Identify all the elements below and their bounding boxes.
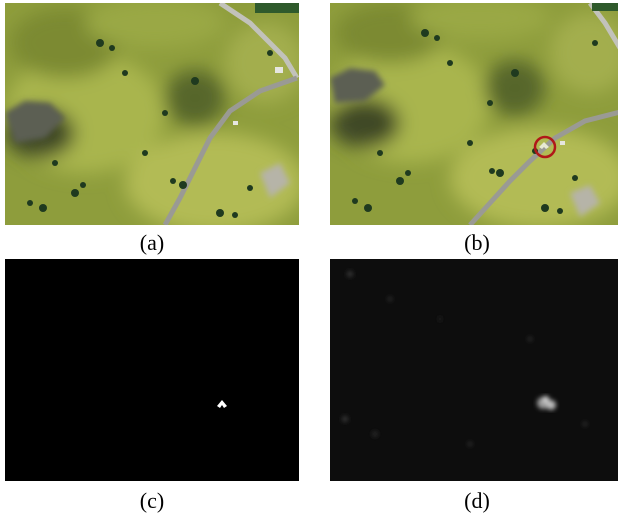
response-scene-d (330, 259, 618, 481)
mask-blob (217, 400, 227, 408)
caption-a: (a) (139, 230, 165, 255)
caption-d: (d) (464, 488, 490, 513)
caption-c: (c) (139, 488, 165, 513)
mask-scene-c (5, 259, 299, 481)
response-peak (537, 396, 556, 410)
aerial-image-b (330, 3, 618, 225)
detected-object (539, 142, 549, 149)
detection-marker-ring (533, 135, 557, 159)
tree-clusters-a (27, 39, 273, 218)
aerial-image-a (5, 3, 299, 225)
caption-b: (b) (464, 230, 490, 255)
response-map-d (330, 259, 618, 481)
aerial-scene-b (330, 3, 618, 225)
aerial-scene-a (5, 3, 299, 225)
binary-mask-c (5, 259, 299, 481)
